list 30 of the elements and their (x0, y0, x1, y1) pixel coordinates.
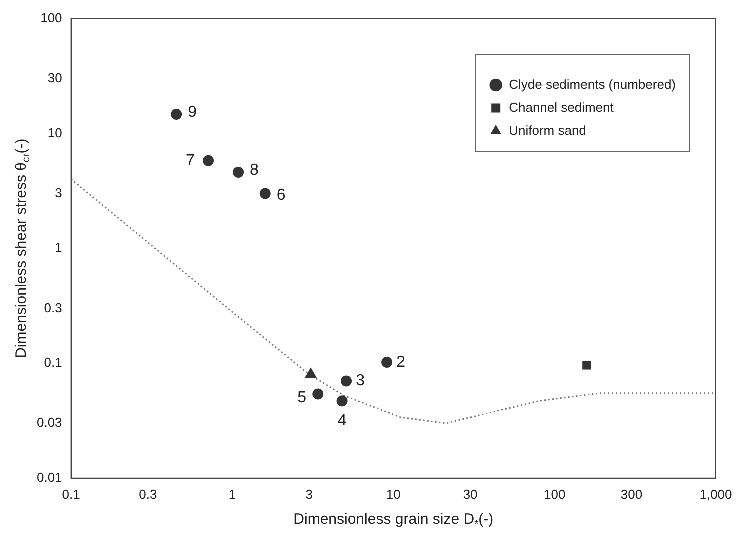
legend-label: Channel sediment (509, 100, 614, 115)
x-tick-label: 100 (544, 486, 566, 502)
annotation: 2 (396, 354, 406, 371)
y-tick-label: 30 (48, 70, 62, 86)
x-axis-title: Dimensionless grain size D*(-) (294, 511, 494, 530)
legend-label: Clyde sediments (numbered) (509, 76, 676, 92)
y-tick-label: 0.01 (36, 470, 62, 485)
x-tick-label: 10 (386, 486, 401, 502)
legend-label: Uniform sand (509, 122, 586, 138)
annotation: 7 (186, 152, 196, 170)
y-tick-label: 3 (55, 185, 62, 200)
annotation: 9 (188, 104, 198, 121)
annotation: 3 (356, 372, 366, 390)
y-tick-label: 0.03 (36, 415, 62, 430)
y-tick-label: 10 (48, 125, 62, 140)
x-tick-label: 1 (228, 486, 236, 502)
y-axis-title: Dimensionless shear stress θcr(-) (13, 138, 32, 358)
annotation: 5 (298, 390, 307, 407)
annotation: 4 (338, 412, 347, 430)
y-tick-label: 0.3 (44, 300, 62, 316)
y-tick-label: 100 (40, 10, 62, 26)
x-tick-label: 1,000 (700, 486, 732, 502)
annotation: 8 (250, 162, 260, 179)
x-tick-label: 30 (463, 486, 478, 502)
x-tick-label: 3 (306, 486, 313, 502)
x-tick-label: 0.3 (139, 486, 158, 502)
y-tick-label: 1 (55, 240, 62, 256)
x-tick-label: 300 (620, 486, 643, 502)
annotation: 6 (276, 187, 286, 204)
y-tick-label: 0.1 (44, 355, 62, 370)
